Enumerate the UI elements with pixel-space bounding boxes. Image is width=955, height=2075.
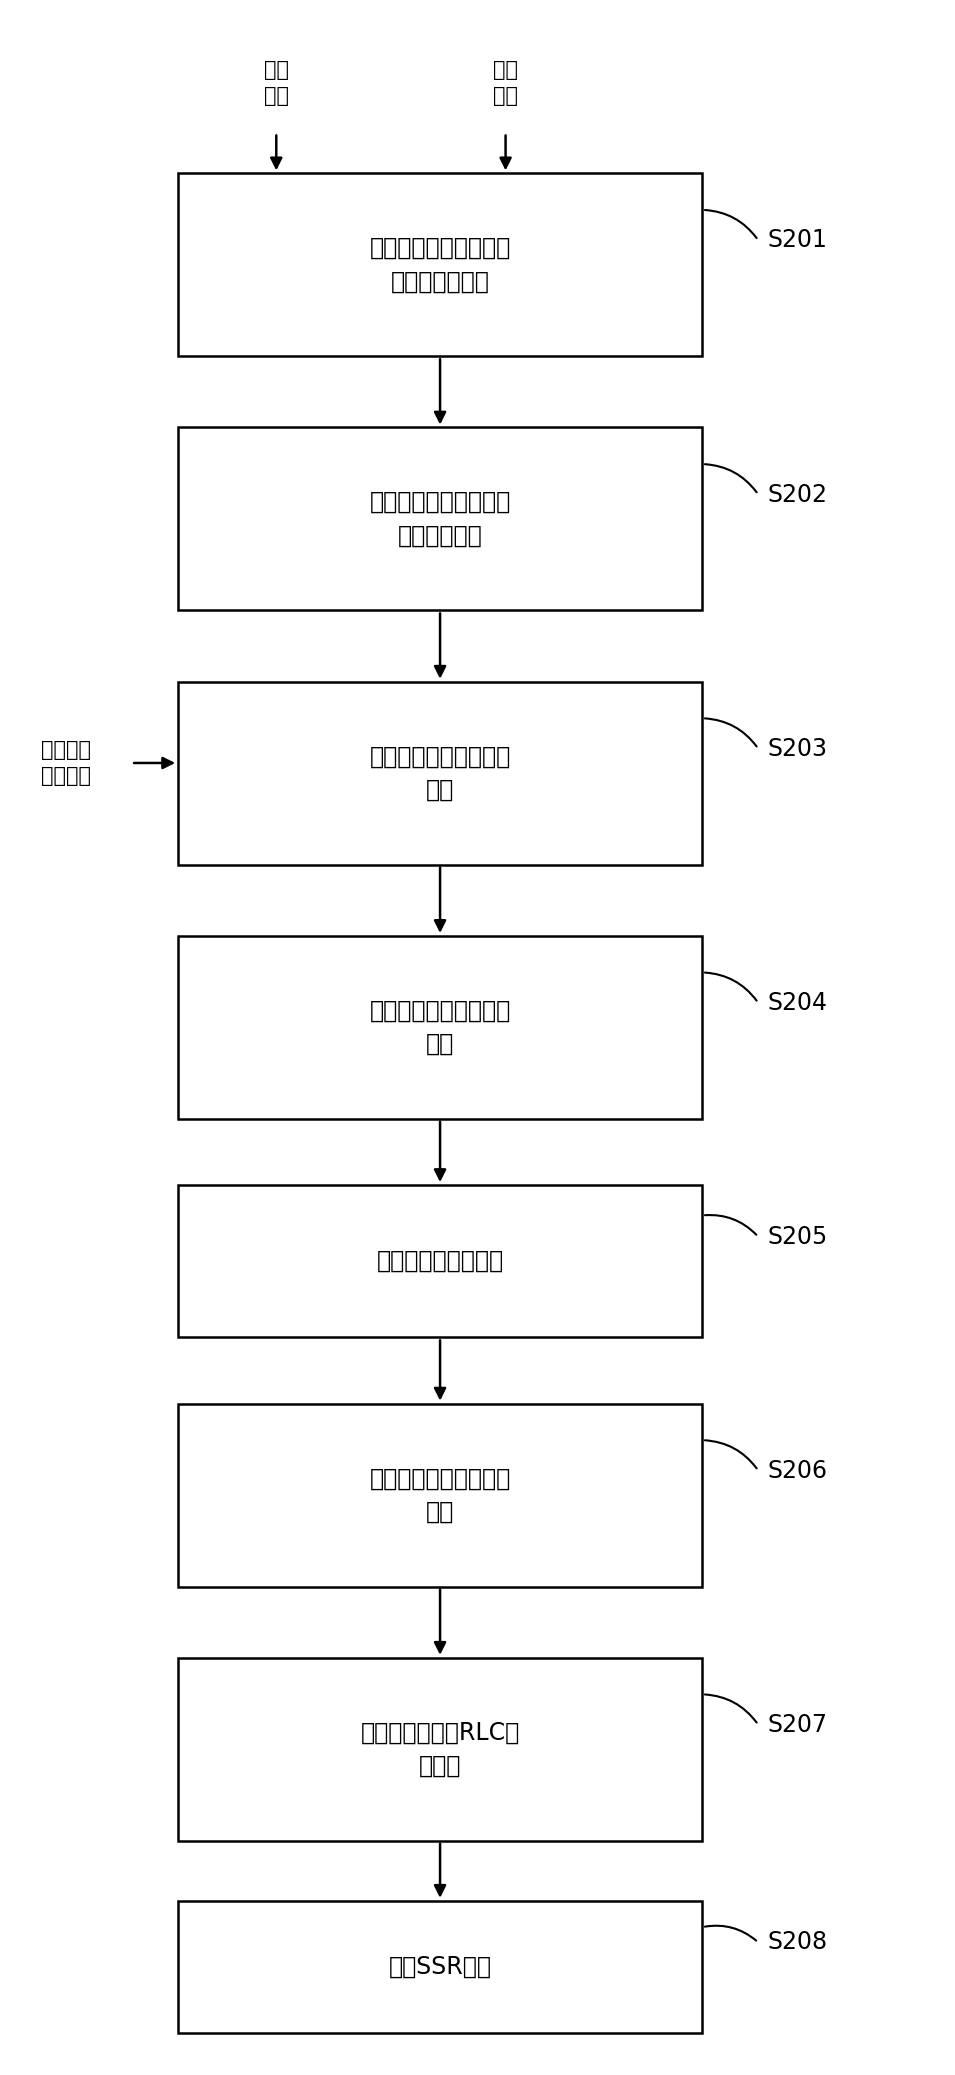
Text: S206: S206 — [768, 1459, 828, 1484]
FancyBboxPatch shape — [178, 1185, 702, 1338]
Text: S203: S203 — [768, 737, 828, 762]
FancyArrowPatch shape — [705, 210, 756, 239]
FancyArrowPatch shape — [705, 465, 756, 492]
Text: 建立等值模型的非线性
微分方程模型: 建立等值模型的非线性 微分方程模型 — [370, 490, 511, 548]
Text: S204: S204 — [768, 992, 828, 1015]
FancyArrowPatch shape — [705, 718, 756, 747]
FancyBboxPatch shape — [178, 1901, 702, 2034]
Text: S208: S208 — [768, 1930, 828, 1955]
FancyBboxPatch shape — [178, 1658, 702, 1841]
FancyBboxPatch shape — [178, 1403, 702, 1587]
Text: 电厂
参数: 电厂 参数 — [264, 60, 288, 106]
FancyBboxPatch shape — [178, 936, 702, 1118]
FancyArrowPatch shape — [705, 973, 756, 1000]
Text: S201: S201 — [768, 228, 827, 253]
Text: 某关注工
况的参数: 某关注工 况的参数 — [41, 741, 91, 786]
FancyArrowPatch shape — [705, 1440, 756, 1469]
Text: S205: S205 — [768, 1224, 828, 1249]
Text: 建立频域内的代数方程
模型: 建立频域内的代数方程 模型 — [370, 998, 511, 1056]
FancyBboxPatch shape — [178, 174, 702, 357]
FancyBboxPatch shape — [178, 681, 702, 865]
Text: S202: S202 — [768, 483, 828, 506]
Text: 寻找阻抗模型的串联谐
振点: 寻找阻抗模型的串联谐 振点 — [370, 1467, 511, 1523]
Text: 量化SSR分析: 量化SSR分析 — [389, 1955, 492, 1980]
Text: 系统
参数: 系统 参数 — [493, 60, 518, 106]
Text: 聚合为等效二阶RLC电
路模型: 聚合为等效二阶RLC电 路模型 — [360, 1720, 520, 1778]
FancyArrowPatch shape — [705, 1926, 756, 1940]
Text: 建立电厂及其串补输电
系统的等值模型: 建立电厂及其串补输电 系统的等值模型 — [370, 237, 511, 293]
FancyArrowPatch shape — [705, 1695, 756, 1722]
Text: S207: S207 — [768, 1712, 828, 1737]
FancyArrowPatch shape — [705, 1216, 756, 1235]
Text: 建立线性化的状态方程
模型: 建立线性化的状态方程 模型 — [370, 745, 511, 801]
Text: 建立系统的阻抗模型: 建立系统的阻抗模型 — [376, 1249, 503, 1274]
FancyBboxPatch shape — [178, 427, 702, 610]
